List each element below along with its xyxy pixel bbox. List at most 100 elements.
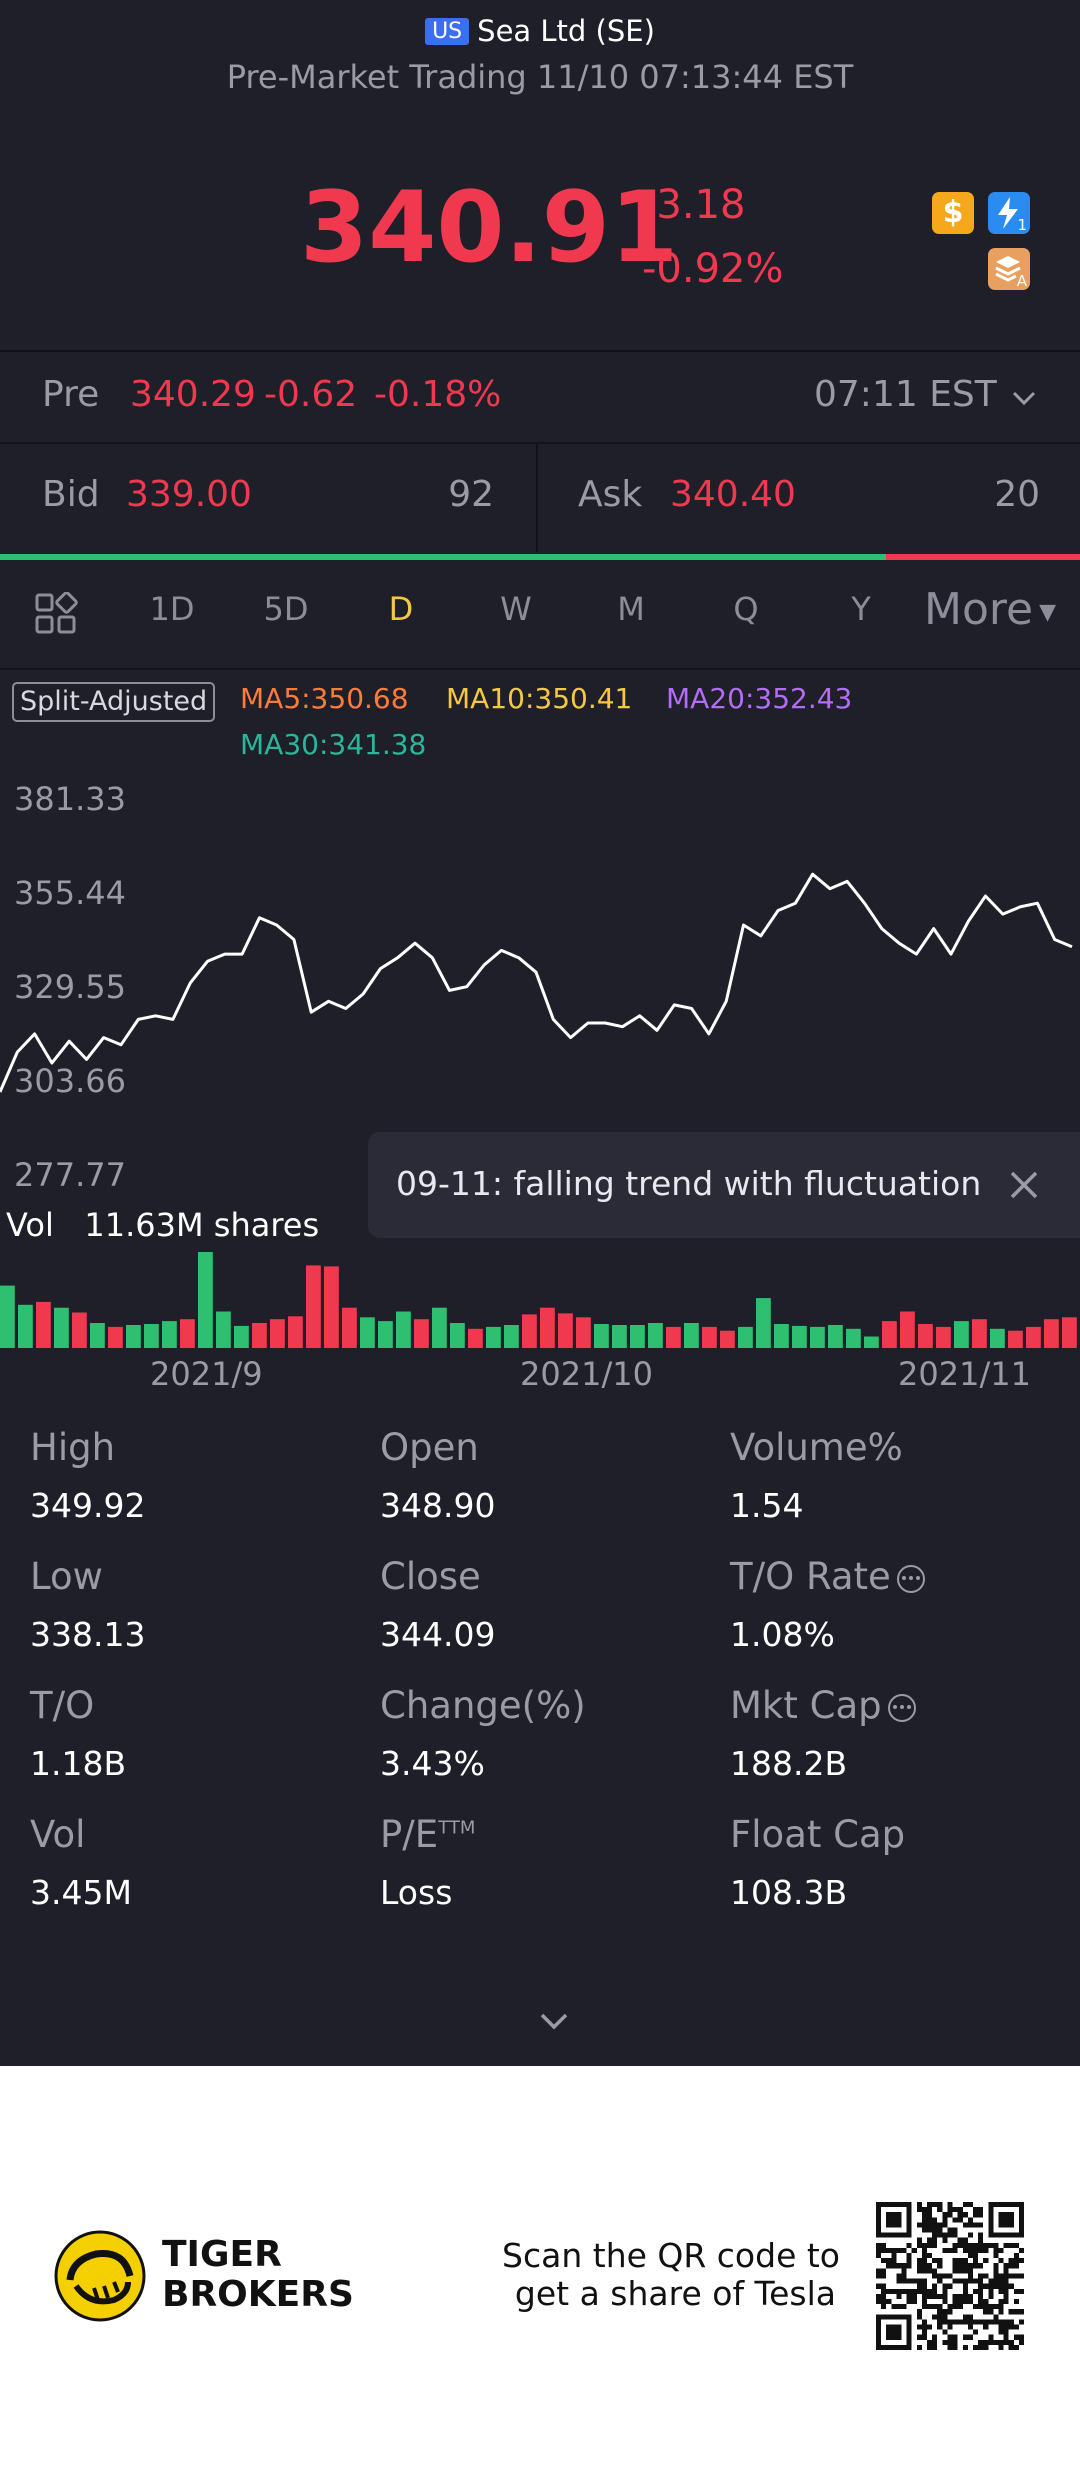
- x-tick-label: 2021/11: [898, 1355, 1031, 1393]
- qr-module: [932, 2217, 938, 2223]
- book-icon[interactable]: A: [988, 248, 1030, 290]
- close-icon[interactable]: [1006, 1167, 1042, 1203]
- qr-module: [942, 2339, 948, 2345]
- grid-icon[interactable]: [34, 592, 78, 636]
- qr-module: [962, 2298, 968, 2305]
- qr-module: [957, 2293, 963, 2299]
- qr-module: [988, 2242, 994, 2248]
- volume-bar: [558, 1313, 573, 1348]
- qr-module: [967, 2232, 973, 2238]
- qr-module: [916, 2258, 922, 2264]
- tab-w[interactable]: W: [500, 590, 532, 628]
- qr-module: [937, 2324, 943, 2330]
- tab-q[interactable]: Q: [733, 590, 759, 628]
- qr-module: [927, 2253, 933, 2259]
- flash-icon[interactable]: 1: [988, 192, 1030, 234]
- qr-module: [927, 2304, 933, 2310]
- qr-module: [1008, 2319, 1014, 2325]
- stat-value: 3.43%: [380, 1744, 485, 1783]
- pre-market-row[interactable]: Pre 340.29 -0.62 -0.18% 07:11 EST: [0, 352, 1080, 442]
- qr-module: [906, 2253, 912, 2259]
- volume-bar: [72, 1312, 87, 1348]
- volume-bar: [882, 1321, 897, 1348]
- stat-label: P/ETTM: [380, 1813, 475, 1856]
- info-icon[interactable]: [887, 1693, 916, 1722]
- qr-module: [983, 2309, 989, 2315]
- qr-module: [978, 2232, 984, 2238]
- volume-chart[interactable]: [0, 1248, 1080, 1348]
- info-icon[interactable]: [896, 1564, 925, 1593]
- dollar-icon[interactable]: $: [932, 192, 974, 234]
- qr-module: [921, 2258, 928, 2264]
- header: US Sea Ltd (SE) Pre-Market Trading 11/10 …: [0, 14, 1080, 104]
- brand-line-2: BROKERS: [162, 2274, 354, 2315]
- volume-bar: [234, 1325, 249, 1348]
- trend-tooltip-text: 09-11: falling trend with fluctuation: [396, 1164, 982, 1203]
- volume-bar: [396, 1311, 411, 1348]
- y-tick-label: 277.77: [14, 1156, 126, 1194]
- price-chart[interactable]: [0, 780, 1080, 1180]
- expand-chevron-icon[interactable]: [536, 2006, 572, 2036]
- tab-1d[interactable]: 1D: [149, 590, 195, 628]
- qr-module: [921, 2278, 928, 2284]
- qr-module: [942, 2222, 948, 2228]
- volume-bar: [252, 1323, 267, 1348]
- qr-module: [998, 2344, 1004, 2350]
- qr-module: [947, 2232, 953, 2238]
- tab-y[interactable]: Y: [851, 590, 871, 628]
- volume-bar: [900, 1311, 915, 1348]
- qr-module: [947, 2344, 953, 2350]
- qr-module: [921, 2268, 928, 2274]
- volume-bar: [468, 1328, 483, 1348]
- qr-module: [937, 2319, 943, 2325]
- stat-label-text: T/O Rate: [730, 1555, 891, 1598]
- qr-module: [998, 2273, 1004, 2279]
- qr-module: [921, 2334, 928, 2340]
- split-adjusted-badge[interactable]: Split-Adjusted: [12, 682, 216, 722]
- qr-module: [993, 2283, 999, 2289]
- qr-module: [988, 2309, 994, 2315]
- qr-module: [921, 2253, 928, 2259]
- qr-module: [983, 2247, 989, 2254]
- qr-module: [942, 2247, 948, 2254]
- qr-module: [932, 2232, 938, 2238]
- stat-label: T/O: [30, 1684, 94, 1727]
- qr-module: [921, 2324, 928, 2330]
- qr-module: [1008, 2263, 1014, 2269]
- tab-d[interactable]: D: [388, 590, 414, 628]
- qr-module: [967, 2217, 973, 2223]
- qr-module: [952, 2217, 958, 2223]
- qr-module: [911, 2298, 917, 2305]
- tab-more[interactable]: More ▼: [924, 584, 1056, 635]
- qr-module: [911, 2288, 917, 2294]
- qr-module: [916, 2237, 922, 2243]
- stat-label: Open: [380, 1426, 479, 1469]
- qr-module: [932, 2293, 938, 2299]
- qr-module: [921, 2319, 928, 2325]
- qr-module: [1013, 2334, 1019, 2340]
- qr-module: [932, 2344, 938, 2350]
- qr-module: [993, 2314, 999, 2320]
- ma10-label: MA10:350.41: [446, 682, 633, 715]
- qr-module: [876, 2298, 882, 2305]
- qr-module: [891, 2288, 897, 2294]
- stack-icon: [995, 256, 1021, 282]
- qr-module: [916, 2207, 922, 2213]
- qr-module: [972, 2242, 979, 2248]
- qr-module: [957, 2207, 963, 2213]
- qr-module: [978, 2288, 984, 2294]
- volume-value: 11.63M shares: [84, 1206, 320, 1244]
- qr-module: [988, 2304, 994, 2310]
- stat-value: 1.54: [730, 1486, 804, 1525]
- qr-module: [947, 2247, 953, 2254]
- volume-bar: [450, 1323, 465, 1348]
- volume-bar: [108, 1326, 123, 1348]
- qr-module: [967, 2293, 973, 2299]
- qr-module: [886, 2263, 892, 2269]
- stat-value: 1.18B: [30, 1744, 127, 1783]
- stat-value: 3.45M: [30, 1873, 132, 1912]
- qr-module: [998, 2309, 1004, 2315]
- tab-5d[interactable]: 5D: [263, 590, 309, 628]
- qr-finder: [886, 2212, 902, 2228]
- tab-m[interactable]: M: [617, 590, 645, 628]
